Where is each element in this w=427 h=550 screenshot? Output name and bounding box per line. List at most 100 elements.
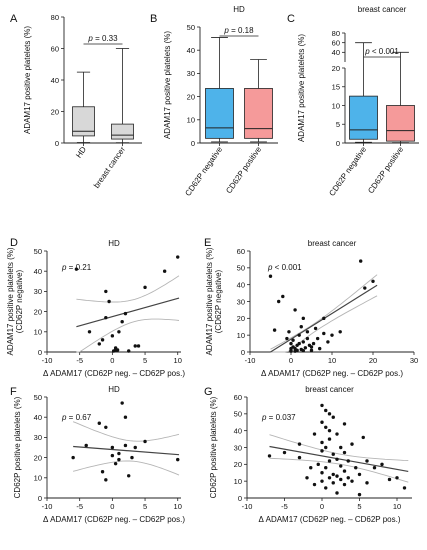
data-point: [339, 445, 343, 450]
y-tick-label: 20: [234, 460, 242, 469]
x-tick-label: 5: [143, 356, 147, 365]
category-label: CD62P negative: [327, 145, 368, 198]
p-value: p = 0.037: [261, 413, 296, 422]
y-tick-label: 50: [234, 410, 242, 419]
x-tick-label: 5: [357, 502, 361, 511]
data-point: [303, 346, 308, 350]
data-point: [297, 333, 301, 337]
data-point: [320, 403, 324, 408]
data-point: [331, 452, 335, 456]
data-point: [357, 492, 362, 497]
panel-letter-b: B: [150, 13, 157, 25]
y-tick-label: 30: [34, 287, 42, 296]
x-tick-label: -10: [42, 356, 53, 365]
data-point: [326, 340, 330, 344]
x-tick-label: 20: [369, 356, 377, 365]
data-point: [268, 274, 273, 278]
data-point: [104, 315, 108, 320]
p-value: p = 0.18: [223, 26, 254, 35]
panel-letter-g: G: [204, 386, 213, 398]
data-point: [293, 308, 297, 312]
y-axis-label-line-0: ADAM17 positive platelets (%): [205, 247, 214, 355]
data-point: [330, 333, 334, 337]
data-point: [324, 425, 328, 429]
data-point: [285, 336, 289, 341]
data-point: [127, 474, 131, 478]
data-point: [277, 299, 281, 304]
data-point: [143, 285, 147, 290]
data-point: [324, 466, 328, 470]
y-tick-label: 20: [34, 453, 42, 462]
panel-title: HD: [233, 5, 245, 14]
data-point: [315, 336, 320, 341]
y-tick-label: 0: [238, 494, 242, 503]
data-point: [339, 477, 343, 482]
data-point: [327, 428, 332, 433]
data-point: [331, 415, 335, 419]
y-axis-label-line-0: ADAM17 positive platelets (%): [163, 31, 172, 139]
y-tick-label: 0: [38, 494, 42, 503]
p-value-rest: < 0.001: [272, 263, 302, 272]
y-axis-label-line-0: CD62P positive platelets (%): [209, 396, 218, 498]
y-tick-label: 10: [34, 474, 42, 483]
data-point: [309, 466, 313, 470]
x-tick-label: 30: [410, 356, 418, 365]
data-point: [309, 348, 314, 353]
y-tick-label: 20: [34, 307, 42, 316]
data-point: [342, 469, 347, 473]
data-point: [110, 453, 115, 458]
data-point: [281, 294, 285, 299]
data-point: [354, 466, 358, 470]
data-point: [104, 289, 108, 294]
data-point: [338, 330, 342, 334]
data-point: [130, 455, 134, 460]
confidence-band-lower: [269, 457, 409, 483]
y-tick-label: 40: [237, 280, 245, 289]
y-tick-label: 20: [332, 64, 340, 73]
p-value-p: p: [267, 263, 273, 272]
category-label: CD62P positive: [366, 145, 405, 196]
y-tick-label: 40: [187, 46, 195, 55]
category-label: CD62P negative: [183, 145, 224, 198]
y-axis-label: ADAM17 positive platelets (%)(CD62P nega…: [205, 247, 223, 355]
y-tick-label: 80: [332, 29, 340, 38]
data-point: [309, 345, 314, 349]
x-tick-label: 0: [110, 356, 114, 365]
panel-d: HD -10 -5 0 5 10 0 10 20 30 40 50 Δ ADAM17 (CD62P ne…: [6, 239, 185, 378]
confidence-band-upper: [269, 434, 409, 462]
y-tick-label: 50: [34, 393, 42, 402]
y-tick-label: 40: [332, 48, 340, 57]
data-point: [127, 349, 131, 353]
p-value-rest: = 0.21: [66, 263, 91, 272]
data-point: [331, 472, 335, 477]
data-point: [100, 338, 105, 342]
y-tick-label: 10: [332, 101, 340, 110]
data-point: [380, 462, 384, 467]
y-tick-label: 0: [241, 348, 245, 357]
data-point: [291, 338, 295, 342]
x-tick-label: 10: [393, 502, 401, 511]
data-point: [313, 326, 318, 331]
y-tick-label: 40: [51, 76, 59, 85]
x-axis-label: Δ ADAM17 (CD62P neg. – CD62P pos.): [261, 369, 403, 378]
x-tick-label: 0: [110, 502, 114, 511]
data-point: [287, 330, 291, 334]
y-tick-label: 30: [237, 297, 245, 306]
x-tick-label: -10: [245, 356, 256, 365]
y-tick-label: 60: [51, 44, 59, 53]
category-label: HD: [74, 145, 88, 160]
x-axis-label: Δ ADAM17 (CD62P neg. – CD62P pos.): [43, 369, 185, 378]
x-tick-label: 0: [320, 502, 324, 511]
y-axis-label: ADAM17 positive platelets (%): [297, 34, 306, 142]
data-point: [289, 349, 293, 353]
p-value-rest: = 0.33: [93, 34, 118, 43]
panel-letter-e: E: [204, 237, 211, 249]
p-value: p < 0.001: [267, 263, 302, 272]
data-point: [305, 330, 310, 334]
data-point: [372, 466, 377, 470]
data-point: [123, 415, 128, 419]
data-point: [339, 464, 343, 468]
panel-title: breast cancer: [358, 5, 407, 14]
data-point: [71, 455, 75, 460]
